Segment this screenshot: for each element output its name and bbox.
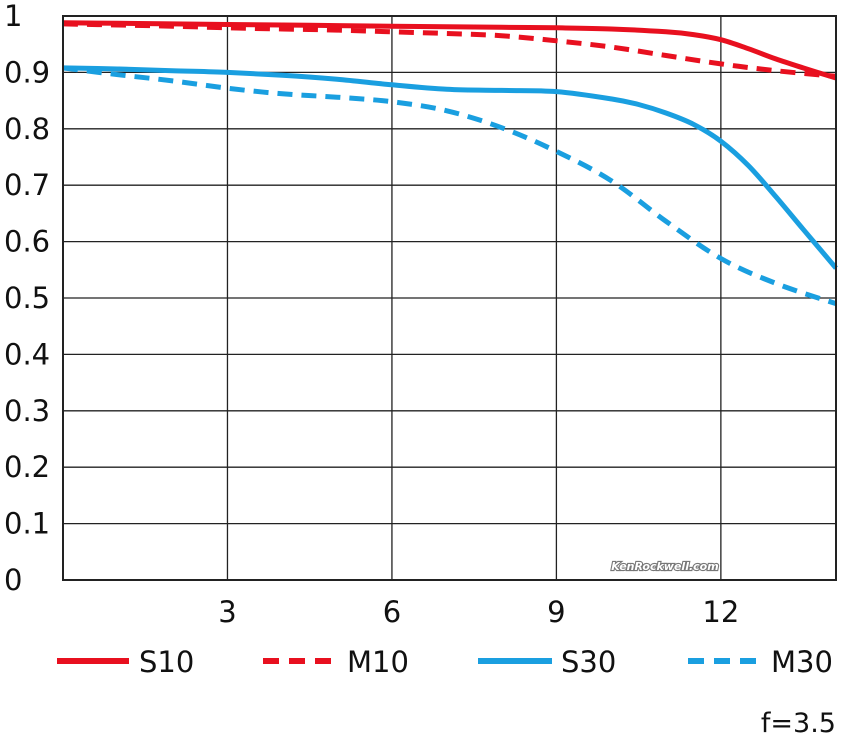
series-line-s30 <box>62 65 838 270</box>
watermark: KenRockwell.com <box>611 560 718 573</box>
y-tick-label: 1 <box>4 0 22 33</box>
legend-label-s30: S30 <box>561 645 616 679</box>
x-tick-label: 12 <box>702 595 739 629</box>
y-tick-label: 0 <box>4 563 22 597</box>
y-tick-label: 0.7 <box>4 168 50 202</box>
y-tick-label: 0.9 <box>4 55 50 89</box>
plot-frame <box>62 15 837 581</box>
legend-label-s10: S10 <box>139 645 194 679</box>
y-tick-label: 0.8 <box>4 112 50 146</box>
legend-label-m10: M10 <box>347 645 409 679</box>
x-tick-labels: 3 6 9 12 <box>218 595 739 629</box>
x-tick-label: 6 <box>383 595 401 629</box>
y-tick-label: 0.2 <box>4 450 50 484</box>
x-tick-label: 3 <box>218 595 236 629</box>
series-line-m30 <box>62 65 837 306</box>
legend-label-m30: M30 <box>771 645 833 679</box>
y-tick-label: 0.1 <box>4 507 50 541</box>
series-line-m10 <box>62 21 837 79</box>
y-tick-label: 0.3 <box>4 394 50 428</box>
aperture-label: f=3.5 <box>761 708 836 737</box>
x-tick-label: 9 <box>547 595 565 629</box>
y-tick-label: 0.5 <box>4 281 50 315</box>
y-tick-labels: 0 0.1 0.2 0.3 0.4 0.5 0.6 0.7 0.8 0.9 1 <box>4 0 50 597</box>
series-line-s10 <box>62 20 837 81</box>
data-series <box>62 20 838 306</box>
legend: S10 M10 S30 M30 <box>57 645 833 679</box>
y-tick-label: 0.6 <box>4 225 50 259</box>
y-tick-label: 0.4 <box>4 337 50 371</box>
